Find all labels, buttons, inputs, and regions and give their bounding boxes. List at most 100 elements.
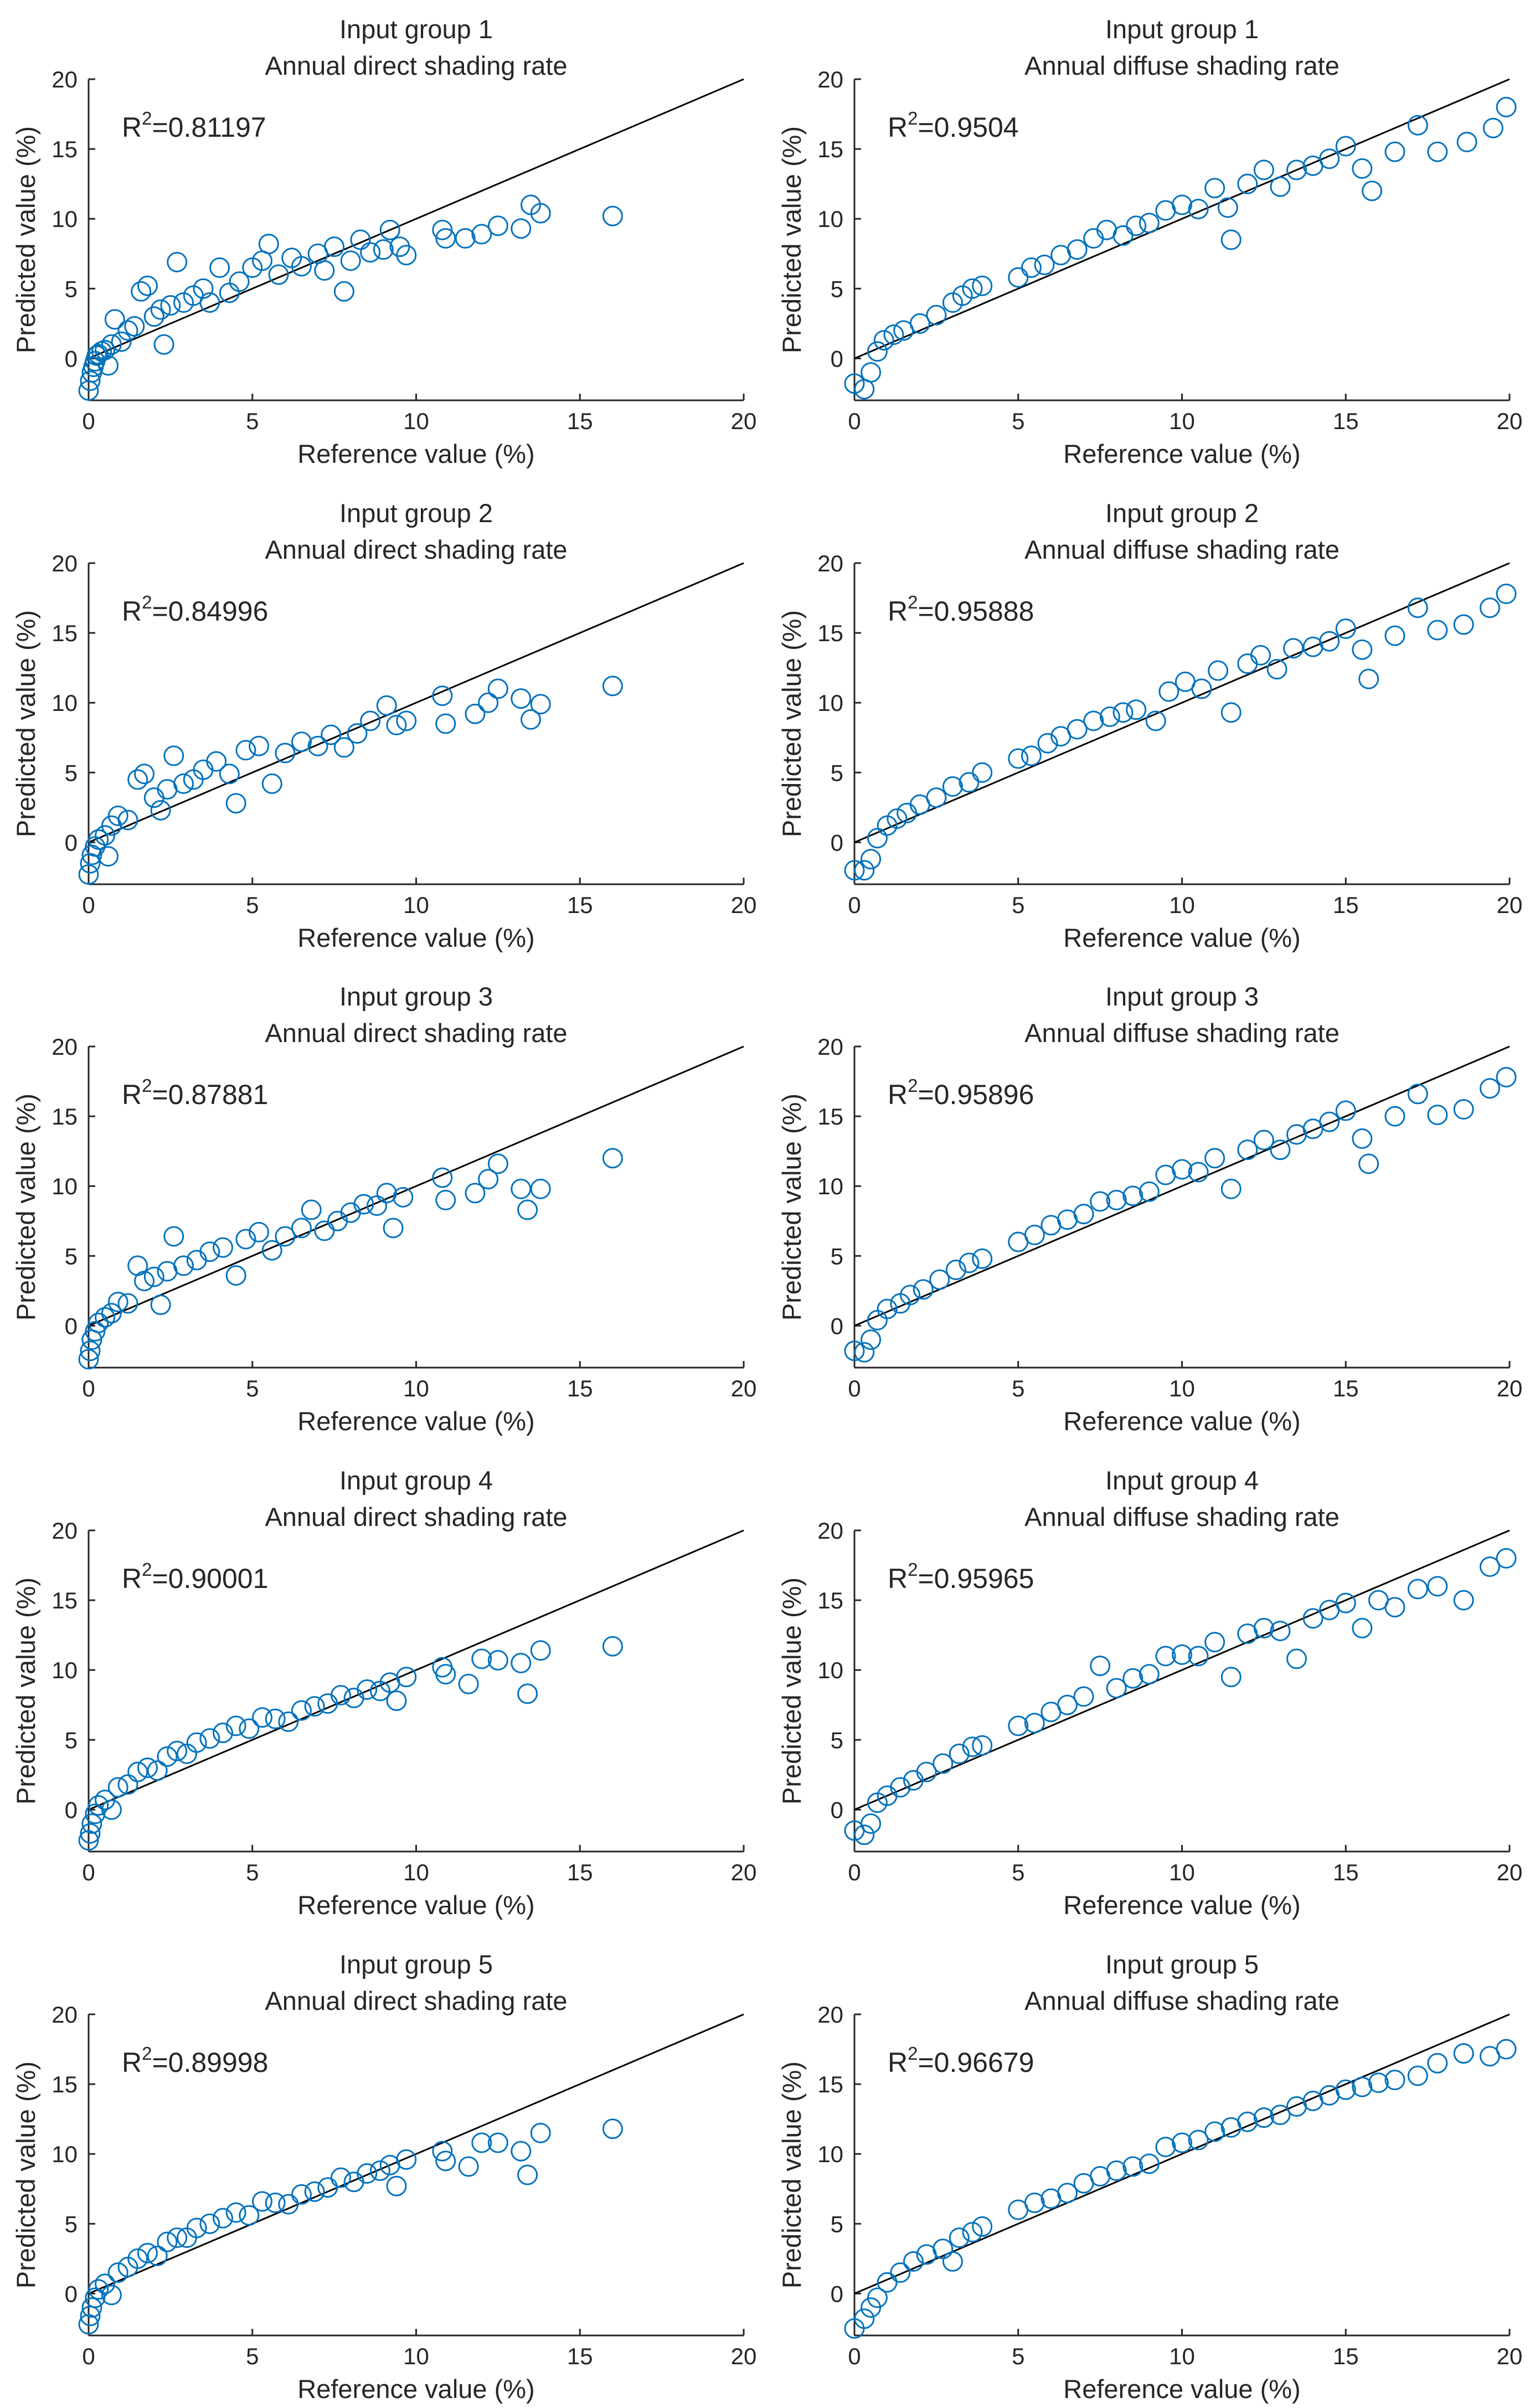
- x-tick-label: 20: [1497, 408, 1523, 434]
- data-point: [432, 1167, 453, 1188]
- x-axis-label: Reference value (%): [297, 1890, 534, 1920]
- data-point: [1024, 2192, 1045, 2213]
- subplot-title-metric: Annual direct shading rate: [265, 1502, 567, 1532]
- data-point: [900, 1285, 921, 1306]
- data-point: [972, 2216, 993, 2237]
- data-point: [163, 745, 184, 766]
- reference-line: [854, 78, 1510, 359]
- data-point: [137, 2242, 158, 2263]
- data-point: [1172, 2132, 1192, 2153]
- data-point: [376, 695, 397, 716]
- data-point: [1335, 136, 1356, 157]
- data-point: [1172, 1644, 1192, 1665]
- data-point: [1057, 1694, 1078, 1715]
- data-point: [186, 1732, 207, 1753]
- data-point: [383, 1218, 404, 1239]
- data-point: [1217, 197, 1238, 218]
- data-point: [1286, 159, 1307, 181]
- data-point: [324, 236, 345, 257]
- y-tick-label: 20: [817, 550, 843, 576]
- data-point: [511, 688, 532, 709]
- data-point: [157, 2231, 178, 2252]
- x-tick-label: 15: [567, 1375, 593, 1401]
- data-point: [396, 2149, 417, 2170]
- reference-line: [854, 1529, 1510, 1811]
- data-point: [1204, 1148, 1225, 1169]
- data-point: [962, 1736, 983, 1757]
- data-point: [219, 764, 240, 785]
- data-point: [844, 373, 865, 394]
- data-point: [1456, 131, 1477, 152]
- data-point: [1112, 225, 1134, 246]
- data-point: [861, 362, 882, 383]
- y-axis-label: Predicted value (%): [11, 126, 40, 353]
- data-point: [926, 787, 947, 808]
- y-tick-label: 5: [831, 2211, 843, 2237]
- data-point: [301, 1199, 322, 1220]
- data-point: [153, 334, 174, 355]
- data-point: [926, 305, 947, 326]
- data-point: [186, 1250, 207, 1271]
- data-point: [1024, 1224, 1045, 1245]
- data-point: [386, 1690, 407, 1711]
- x-tick-label: 15: [1333, 2343, 1359, 2369]
- x-axis-label: Reference value (%): [1063, 923, 1300, 952]
- data-point: [1220, 702, 1242, 723]
- x-tick-label: 20: [731, 1859, 757, 1885]
- data-point: [1237, 2111, 1258, 2132]
- data-point: [333, 737, 354, 758]
- data-point: [199, 1728, 220, 1749]
- subplot-title-group: Input group 5: [1105, 1950, 1259, 1979]
- data-point: [265, 2192, 286, 2213]
- data-point: [343, 1688, 364, 1709]
- data-point: [1139, 1664, 1160, 1685]
- subplot-title-metric: Annual direct shading rate: [265, 1018, 567, 1048]
- data-point: [235, 740, 256, 761]
- data-point: [330, 1685, 351, 1706]
- data-point: [304, 1696, 325, 1717]
- data-point: [487, 678, 508, 699]
- data-point: [1266, 659, 1287, 680]
- data-point: [517, 2164, 538, 2185]
- data-point: [1352, 1618, 1373, 1639]
- subplot-title-group: Input group 3: [1105, 982, 1259, 1011]
- data-point: [373, 239, 394, 260]
- y-tick-label: 10: [51, 1657, 78, 1683]
- data-point: [1024, 1713, 1045, 1734]
- data-point: [913, 1279, 934, 1300]
- x-axis-label: Reference value (%): [1063, 439, 1300, 468]
- data-point: [131, 281, 152, 302]
- data-point: [1106, 2160, 1127, 2181]
- r-squared-annotation: R2=0.9504: [888, 108, 1019, 143]
- data-point: [1427, 620, 1448, 641]
- x-tick-label: 20: [1497, 1375, 1523, 1401]
- x-tick-label: 20: [731, 2343, 757, 2369]
- data-point: [107, 2262, 128, 2283]
- x-tick-label: 10: [1169, 2343, 1195, 2369]
- data-point: [1172, 1159, 1192, 1180]
- data-point: [873, 330, 894, 351]
- x-tick-label: 10: [1169, 892, 1195, 918]
- subplot-title-metric: Annual diffuse shading rate: [1024, 1986, 1340, 2015]
- data-point: [360, 710, 381, 731]
- subplot-10: Input group 5 Annual diffuse shading rate…: [777, 1950, 1522, 2404]
- data-point: [78, 864, 99, 885]
- data-point: [432, 219, 453, 240]
- subplot-title-metric: Annual diffuse shading rate: [1024, 51, 1340, 80]
- data-point: [327, 1210, 348, 1231]
- data-point: [1496, 96, 1517, 117]
- x-tick-label: 5: [1012, 1859, 1024, 1885]
- data-point: [867, 341, 888, 362]
- data-point: [1008, 267, 1029, 288]
- subplot-title-metric: Annual direct shading rate: [265, 51, 567, 80]
- data-point: [1122, 1185, 1143, 1206]
- data-point: [124, 316, 145, 337]
- y-tick-label: 15: [817, 620, 843, 646]
- data-point: [386, 715, 407, 736]
- data-point: [1335, 2079, 1356, 2100]
- data-point: [239, 2205, 260, 2226]
- data-point: [101, 1303, 122, 1324]
- data-point: [396, 710, 417, 731]
- data-point: [143, 1266, 164, 1287]
- data-point: [117, 1774, 138, 1795]
